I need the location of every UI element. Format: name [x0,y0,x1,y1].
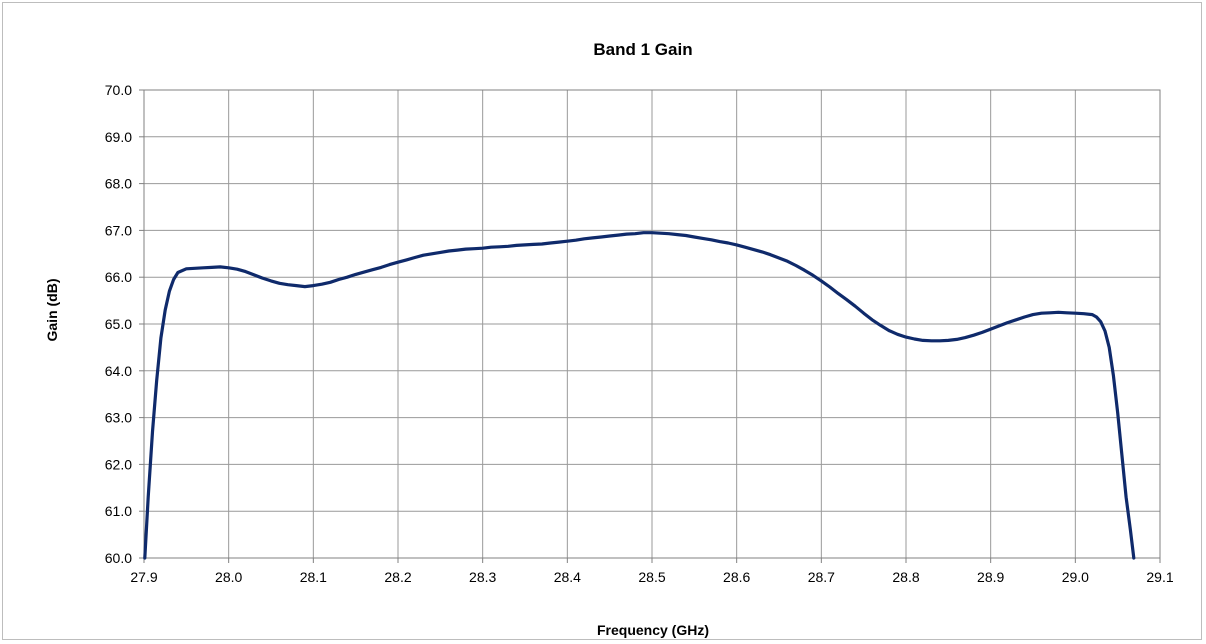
y-tick-label: 60.0 [105,550,132,566]
plot-area-border [143,89,1161,559]
x-tick-label: 28.9 [977,569,1004,585]
y-tick-label: 67.0 [105,222,132,238]
x-tick-label: 28.3 [469,569,496,585]
y-tick-label: 63.0 [105,410,132,426]
x-tick-label: 28.2 [384,569,411,585]
x-tick-label: 28.0 [215,569,242,585]
series-layer [143,231,1136,560]
y-tick-label: 66.0 [105,269,132,285]
x-tick-label: 27.9 [130,569,157,585]
y-tick-label: 68.0 [105,176,132,192]
y-axis-label: Gain (dB) [44,279,60,342]
y-tick-label: 69.0 [105,129,132,145]
x-axis-label: Frequency (GHz) [597,622,709,638]
x-tick-label: 28.6 [723,569,750,585]
x-tick-label: 29.0 [1062,569,1089,585]
tick-labels: 60.0 61.0 62.0 63.0 64.0 65.0 66.0 67.0 68.0 69.0… [105,82,1174,585]
chart-title: Band 1 Gain [593,40,692,59]
x-tick-label: 28.5 [638,569,665,585]
y-tick-label: 70.0 [105,82,132,98]
y-tick-label: 62.0 [105,456,132,472]
y-tick-label: 64.0 [105,363,132,379]
x-tick-label: 28.7 [808,569,835,585]
gain-series-line [143,231,1136,560]
x-tick-label: 28.1 [300,569,327,585]
x-tick-label: 28.8 [892,569,919,585]
x-tick-label: 28.4 [554,569,581,585]
line-chart: 60.0 61.0 62.0 63.0 64.0 65.0 66.0 67.0 68.0 69.0… [44,40,1174,638]
y-tick-label: 61.0 [105,503,132,519]
y-tick-label: 65.0 [105,316,132,332]
x-tick-label: 29.1 [1146,569,1173,585]
axes [139,89,1161,563]
